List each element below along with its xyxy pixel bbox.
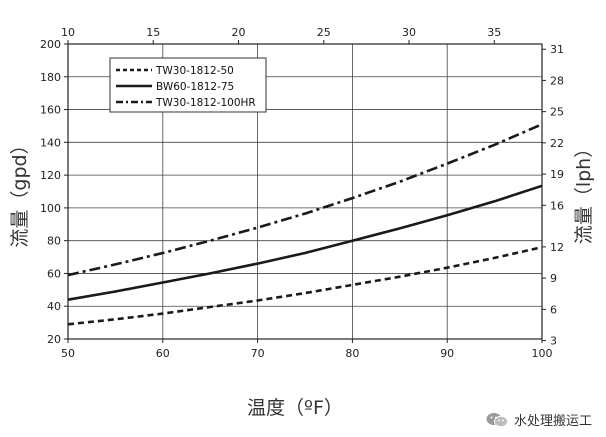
x-bottom-tick-label: 90: [440, 347, 454, 360]
x-bottom-tick-label: 80: [345, 347, 359, 360]
y-left-tick-label: 40: [47, 300, 61, 313]
y-right-tick-label: 22: [550, 137, 564, 150]
legend-label-1: BW60-1812-75: [156, 81, 234, 93]
x-top-tick-label: 15: [146, 26, 160, 39]
watermark-text: 水处理搬运工: [513, 414, 592, 429]
x-bottom-tick-label: 60: [156, 347, 170, 360]
y-right-tick-label: 9: [550, 272, 557, 285]
axis-ticks: 20 40 60 80 100 120 140 160 180 200 3 6 9 12 16 19 22 25 2…: [40, 26, 564, 360]
y-right-tick-label: 12: [550, 241, 564, 254]
y-axis-title-left: 流量（gpd）: [9, 135, 31, 247]
y-right-tick-label: 3: [550, 335, 557, 348]
y-right-tick-label: 31: [550, 43, 564, 56]
y-right-tick-label: 25: [550, 106, 564, 119]
x-bottom-tick-label: 70: [251, 347, 265, 360]
y-left-tick-label: 140: [40, 136, 61, 149]
x-top-tick-label: 35: [487, 26, 501, 39]
x-axis-title: 温度（ºF）: [247, 397, 343, 419]
watermark: 水处理搬运工: [486, 410, 592, 429]
x-top-tick-label: 20: [232, 26, 246, 39]
y-left-tick-label: 160: [40, 104, 61, 117]
x-top-tick-label: 30: [402, 26, 416, 39]
y-left-tick-label: 80: [47, 235, 61, 248]
y-right-tick-label: 28: [550, 74, 564, 87]
y-right-tick-label: 16: [550, 199, 564, 212]
y-left-tick-label: 200: [40, 38, 61, 51]
series-lines: [67, 123, 543, 326]
series-line-2: [67, 123, 543, 277]
legend: TW30-1812-50 BW60-1812-75 TW30-1812-100HR: [109, 57, 267, 113]
y-left-tick-label: 20: [47, 333, 61, 346]
legend-label-0: TW30-1812-50: [155, 65, 234, 77]
legend-label-2: TW30-1812-100HR: [155, 97, 256, 109]
x-top-tick-label: 10: [61, 26, 75, 39]
y-axis-title-right: 流量（lph）: [573, 139, 595, 244]
x-bottom-tick-label: 50: [61, 347, 75, 360]
y-left-tick-label: 120: [40, 169, 61, 182]
wechat-icon: [486, 412, 508, 427]
y-right-tick-label: 6: [550, 303, 557, 316]
x-bottom-tick-label: 100: [532, 347, 553, 360]
y-left-tick-label: 60: [47, 267, 61, 280]
x-top-tick-label: 25: [317, 26, 331, 39]
y-left-tick-label: 180: [40, 71, 61, 84]
plot-frame: [67, 43, 543, 340]
y-left-tick-label: 100: [40, 202, 61, 215]
series-line-1: [67, 184, 543, 301]
y-right-tick-label: 19: [550, 168, 564, 181]
